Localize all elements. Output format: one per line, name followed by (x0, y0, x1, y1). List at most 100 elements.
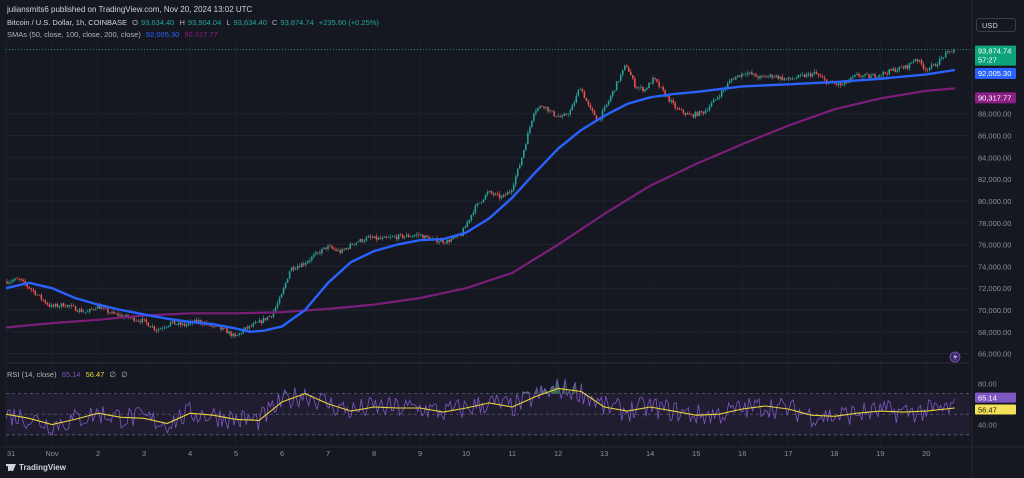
candle-body (26, 284, 28, 287)
candle-body (500, 196, 503, 198)
time-tick-label: 10 (462, 449, 470, 458)
candle-body (722, 89, 725, 91)
candle-body (159, 328, 162, 330)
candle-body (107, 308, 109, 313)
candle-body (331, 246, 333, 249)
candle-body (646, 88, 648, 90)
candle-body (198, 320, 200, 323)
candle-body (16, 278, 18, 280)
candle-body (862, 75, 864, 77)
candle-body (101, 307, 103, 310)
candle-body (76, 311, 79, 312)
candle-body (56, 304, 59, 307)
candle-body (839, 83, 842, 86)
time-tick-label: 9 (418, 449, 422, 458)
candle-body (22, 279, 24, 281)
candle-body (630, 71, 632, 76)
candle-body (664, 90, 666, 97)
candle-body (702, 111, 705, 114)
candle-body (718, 96, 721, 98)
candle-body (884, 72, 886, 74)
time-tick-label: 3 (142, 449, 146, 458)
candle-body (343, 249, 345, 250)
candle-body (926, 69, 929, 71)
candle-body (589, 104, 592, 108)
candle-body (260, 320, 263, 323)
candle-body (187, 323, 190, 325)
rsi-legend-extra-2: ∅ (121, 370, 128, 379)
symbol-name[interactable]: Bitcoin / U.S. Dollar, 1h, COINBASE (7, 18, 128, 27)
candle-body (44, 300, 47, 304)
candle-body (137, 320, 139, 322)
candle-body (767, 76, 769, 78)
candle-body (815, 72, 818, 75)
candle-body (533, 113, 535, 121)
candle-body (644, 89, 646, 92)
candle-body (628, 67, 630, 72)
candle-body (660, 86, 662, 88)
candle-body (444, 242, 446, 244)
candle-body (266, 316, 269, 320)
candle-body (559, 116, 561, 118)
candle-body (155, 329, 158, 331)
candle-body (670, 100, 672, 102)
candle-body (781, 76, 783, 80)
candle-body (854, 74, 856, 77)
candle-body (529, 126, 531, 133)
candle-body (48, 304, 51, 307)
candle-body (864, 74, 866, 76)
price-tick-label: 80,000.00 (978, 197, 1011, 206)
candle-body (242, 329, 244, 334)
candle-body (595, 115, 598, 120)
candle-body (761, 75, 763, 77)
candle-body (835, 83, 838, 86)
candle-body (38, 294, 41, 296)
candle-body (571, 105, 574, 111)
rsi-line (5, 378, 956, 436)
candle-body (95, 308, 97, 310)
candle-body (426, 235, 428, 238)
candle-body (787, 77, 790, 80)
candle-body (183, 323, 186, 326)
candle-body (319, 252, 321, 254)
candle-body (755, 73, 757, 77)
rsi-legend[interactable]: RSI (14, close) 65.14 56.47 ∅ ∅ (7, 370, 131, 379)
candle-body (749, 72, 751, 73)
price-tick-label: 78,000.00 (978, 219, 1011, 228)
candle-body (440, 239, 442, 242)
candle-body (541, 106, 543, 107)
candle-body (327, 245, 329, 249)
lightning-icon-glyph (953, 353, 958, 361)
candle-body (611, 91, 614, 97)
candle-body (668, 96, 670, 102)
candle-body (716, 97, 719, 100)
candle-body (244, 327, 246, 330)
candle-body (28, 286, 30, 289)
candle-body (900, 66, 903, 68)
candle-body (256, 322, 259, 324)
ohlc-low: L 93,634.40 (226, 18, 267, 27)
candle-body (551, 110, 553, 112)
candle-body (97, 305, 99, 309)
candle-body (32, 289, 35, 291)
candle-body (161, 328, 164, 329)
candle-body (418, 234, 420, 236)
candle-body (367, 236, 370, 238)
candle-body (809, 73, 812, 77)
candle-body (714, 99, 717, 100)
candle-body (601, 110, 604, 119)
currency-button[interactable]: USD (976, 18, 1016, 32)
candle-body (728, 80, 731, 84)
candle-body (169, 322, 172, 326)
rsi-ma-badge (975, 404, 1016, 415)
candle-body (525, 144, 527, 151)
candle-body (547, 106, 549, 112)
candle-body (258, 320, 261, 323)
candle-body (805, 74, 808, 77)
sma-legend[interactable]: SMAs (50, close, 100, close, 200, close)… (7, 30, 221, 39)
candle-body (656, 79, 658, 82)
candle-body (480, 202, 483, 203)
candle-body (349, 243, 351, 249)
candle-body (153, 326, 156, 330)
